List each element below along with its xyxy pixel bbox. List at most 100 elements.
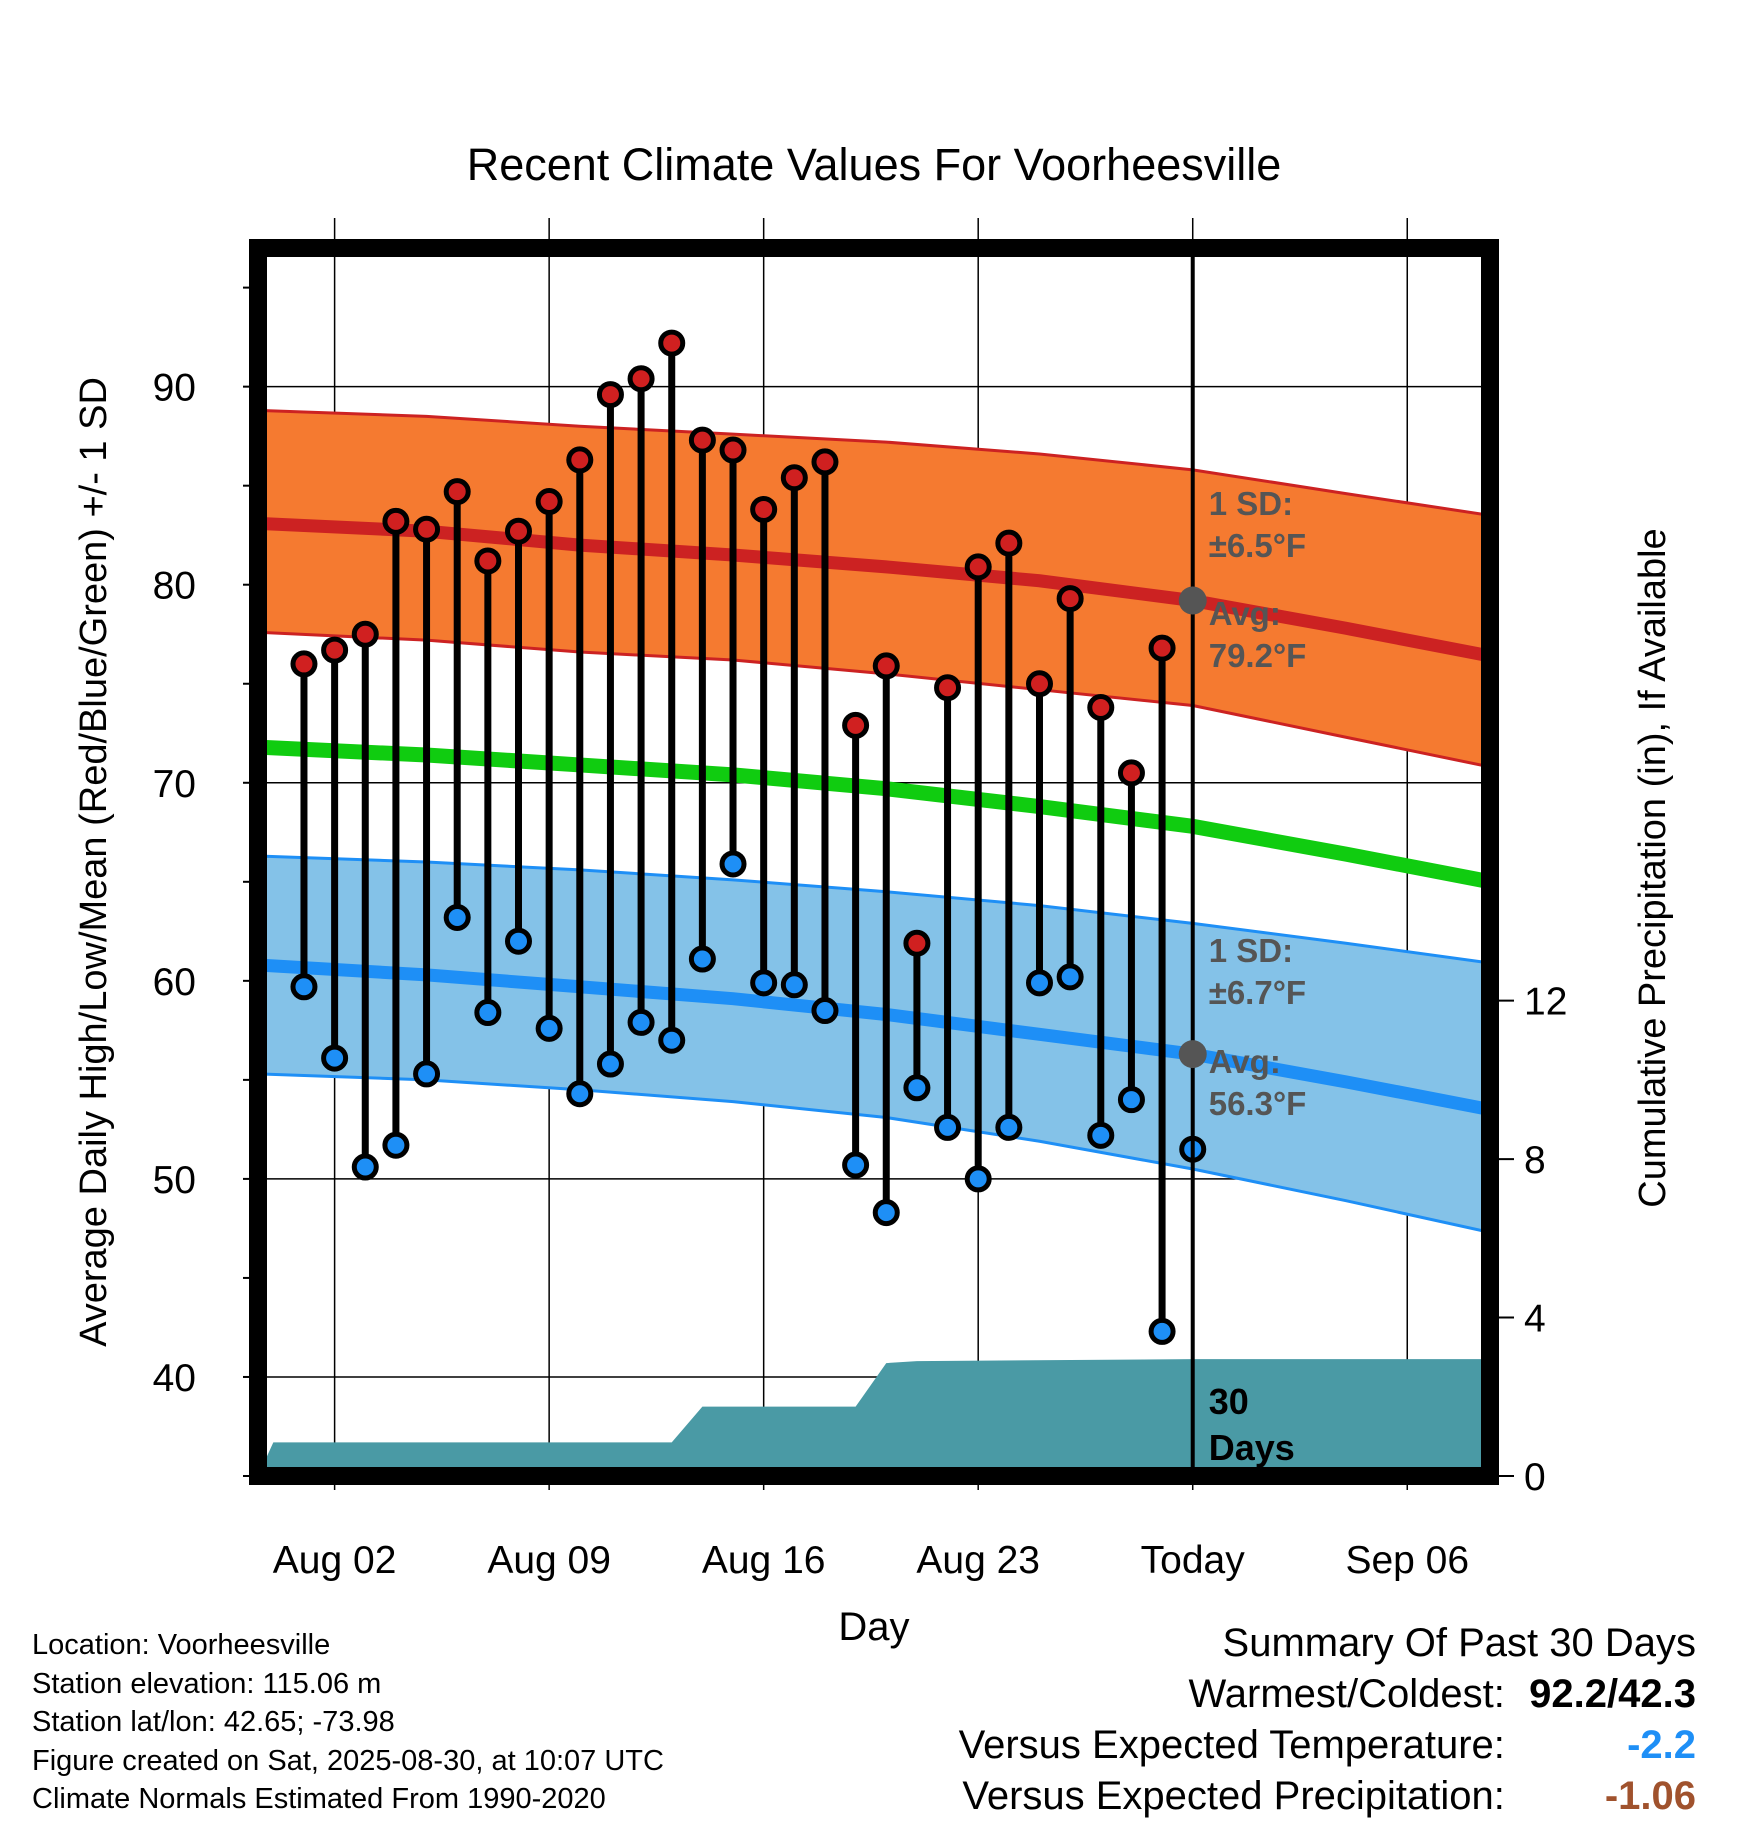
obs-high-point	[566, 446, 594, 474]
obs-low-point	[780, 971, 808, 999]
latlon-text: Station lat/lon: 42.65; -73.98	[32, 1706, 395, 1738]
today-low-avg-marker	[1178, 1040, 1207, 1069]
y2-tick-label: 4	[1524, 1298, 1546, 1341]
low-avg-label: Avg:	[1209, 1043, 1281, 1080]
obs-low-point	[474, 999, 502, 1027]
temp-label: Versus Expected Temperature:	[958, 1723, 1505, 1767]
y-tick-label: 60	[153, 961, 196, 1004]
y2-tick-label: 0	[1524, 1456, 1546, 1499]
obs-low-point	[290, 973, 318, 1001]
high-sd-value: ±6.5°F	[1209, 527, 1306, 564]
obs-high-point	[1025, 670, 1053, 698]
y-tick-label: 90	[153, 367, 196, 410]
x-tick-label: Aug 09	[487, 1539, 611, 1582]
precip-label: Versus Expected Precipitation:	[962, 1774, 1505, 1818]
y2-axis-label: Cumulative Precipitation (in), If Availa…	[1632, 528, 1674, 1207]
obs-high-point	[842, 711, 870, 739]
obs-low-point	[1025, 969, 1053, 997]
obs-low-point	[321, 1044, 349, 1072]
obs-low-point	[1148, 1317, 1176, 1345]
obs-high-point	[596, 381, 624, 409]
precip-row: Versus Expected Precipitation: -1.06	[959, 1771, 1696, 1822]
obs-high-point	[474, 547, 502, 575]
x-tick-label: Aug 16	[702, 1539, 826, 1582]
obs-low-point	[811, 997, 839, 1025]
y-tick-label: 80	[153, 565, 196, 608]
low-avg-value: 56.3°F	[1209, 1085, 1307, 1122]
x-tick-label: Today	[1141, 1539, 1246, 1582]
obs-low-point	[413, 1060, 441, 1088]
obs-low-point	[934, 1113, 962, 1141]
obs-high-point	[903, 929, 931, 957]
obs-high-point	[995, 529, 1023, 557]
obs-low-point	[535, 1014, 563, 1042]
obs-low-point	[995, 1113, 1023, 1141]
high-avg-line	[258, 516, 1490, 663]
obs-high-point	[688, 426, 716, 454]
summary-panel: Summary Of Past 30 Days Warmest/Coldest:…	[959, 1618, 1696, 1822]
low-sd-value: ±6.7°F	[1209, 974, 1306, 1011]
obs-low-point	[872, 1199, 900, 1227]
obs-high-point	[1148, 634, 1176, 662]
station-info: Location: Voorheesville Station elevatio…	[32, 1626, 664, 1819]
warm-cold-label: Warmest/Coldest:	[1188, 1672, 1505, 1716]
x-tick-label: Aug 02	[273, 1539, 397, 1582]
obs-high-point	[321, 636, 349, 664]
elevation-text: Station elevation: 115.06 m	[32, 1667, 382, 1700]
obs-high-point	[1117, 759, 1145, 787]
x-axis-label: Day	[838, 1605, 909, 1649]
precip-value: -1.06	[1604, 1774, 1696, 1818]
y2-tick-label: 12	[1524, 981, 1567, 1024]
temp-value: -2.2	[1627, 1723, 1696, 1767]
high-upper-line	[258, 408, 1490, 517]
obs-high-point	[658, 329, 686, 357]
obs-low-point	[842, 1151, 870, 1179]
obs-high-point	[290, 650, 318, 678]
location-text: Location: Voorheesville	[32, 1629, 331, 1661]
y-tick-label: 40	[153, 1357, 196, 1400]
obs-high-point	[504, 517, 532, 545]
obs-high-point	[1087, 694, 1115, 722]
today-high-avg-marker	[1178, 586, 1207, 615]
high-sd-label: 1 SD:	[1209, 485, 1293, 522]
days-count: 30	[1209, 1381, 1249, 1422]
high-avg-value: 79.2°F	[1209, 637, 1307, 674]
obs-high-point	[443, 478, 471, 506]
obs-high-point	[627, 365, 655, 393]
y-tick-label: 70	[153, 763, 196, 806]
obs-low-point	[688, 945, 716, 973]
low-sd-label: 1 SD:	[1209, 932, 1293, 969]
obs-high-point	[750, 495, 778, 523]
obs-high-point	[719, 436, 747, 464]
temp-row: Versus Expected Temperature: -2.2	[959, 1720, 1696, 1771]
obs-high-point	[872, 652, 900, 680]
high-sd-band	[258, 410, 1490, 767]
obs-high-point	[934, 674, 962, 702]
obs-low-point	[382, 1131, 410, 1159]
obs-high-point	[382, 507, 410, 535]
normals-text: Climate Normals Estimated From 1990-2020	[32, 1783, 606, 1815]
x-tick-label: Sep 06	[1345, 1539, 1469, 1582]
summary-heading: Summary Of Past 30 Days	[1222, 1621, 1696, 1665]
y-tick-label: 50	[153, 1159, 196, 1202]
y2-tick-label: 8	[1524, 1139, 1546, 1182]
obs-low-point	[1087, 1121, 1115, 1149]
obs-high-point	[811, 448, 839, 476]
y-axis-label: Average Daily High/Low/Mean (Red/Blue/Gr…	[73, 377, 115, 1347]
days-label: Days	[1209, 1427, 1295, 1468]
obs-high-point	[1056, 585, 1084, 613]
plot-frame	[249, 239, 1499, 1485]
obs-high-point	[964, 553, 992, 581]
warm-cold-row: Warmest/Coldest: 92.2/42.3	[959, 1669, 1697, 1720]
obs-low-point	[750, 969, 778, 997]
obs-low-point	[504, 927, 532, 955]
precip-area	[258, 1359, 1490, 1476]
obs-low-point	[443, 903, 471, 931]
chart-title: Recent Climate Values For Voorheesville	[467, 139, 1282, 190]
obs-low-point	[964, 1165, 992, 1193]
obs-low-point	[719, 850, 747, 878]
obs-low-point	[566, 1080, 594, 1108]
low-sd-band	[258, 856, 1490, 1233]
obs-low-point	[351, 1153, 379, 1181]
